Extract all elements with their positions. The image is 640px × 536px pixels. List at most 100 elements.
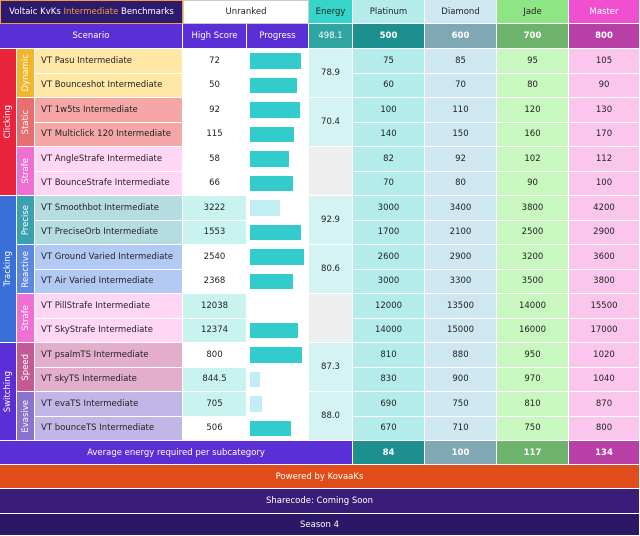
average-energy-value: 84 [353, 441, 425, 465]
threshold-master: 112 [569, 147, 640, 172]
threshold-jade: 810 [497, 392, 569, 417]
threshold-master: 17000 [569, 318, 640, 343]
progress-track [250, 371, 305, 387]
rank-label: Unranked [183, 0, 309, 24]
subcategory-label: Static [20, 109, 31, 135]
threshold-platinum: 100 [353, 98, 425, 123]
threshold-diamond: 85 [425, 49, 497, 74]
high-score: 12038 [183, 294, 247, 319]
threshold-diamond: 80 [425, 171, 497, 196]
total-energy-value: 498.1 [309, 24, 353, 49]
progress-cell [247, 343, 309, 368]
progress-track [250, 396, 305, 412]
progress-track [250, 347, 305, 363]
subcategory-label: Evasive [20, 399, 31, 433]
scenario-name[interactable]: VT Ground Varied Intermediate [35, 245, 183, 270]
threshold-jade: 95 [497, 49, 569, 74]
progress-track [250, 322, 305, 338]
progress-bar [250, 175, 293, 191]
average-energy-value: 134 [569, 441, 640, 465]
threshold-jade: 2500 [497, 220, 569, 245]
progress-bar [250, 347, 303, 363]
threshold-platinum: 82 [353, 147, 425, 172]
high-score: 72 [183, 49, 247, 74]
progress-track [250, 53, 305, 69]
subcategory-dynamic: Dynamic [17, 49, 35, 98]
threshold-diamond: 2900 [425, 245, 497, 270]
threshold-master: 2900 [569, 220, 640, 245]
subcategory-static: Static [17, 98, 35, 147]
threshold-platinum: 830 [353, 367, 425, 392]
scenario-name[interactable]: VT Bounceshot Intermediate [35, 73, 183, 98]
subcategory-label: Precise [20, 204, 31, 236]
subcategory-energy: 70.4 [309, 98, 353, 147]
scenario-name[interactable]: VT PillStrafe Intermediate [35, 294, 183, 319]
tier-threshold-0: 500 [353, 24, 425, 49]
progress-track [250, 151, 305, 167]
threshold-jade: 16000 [497, 318, 569, 343]
scenario-name[interactable]: VT Smoothbot Intermediate [35, 196, 183, 221]
subcategory-energy: 80.6 [309, 245, 353, 294]
scenario-name[interactable]: VT skyTS Intermediate [35, 367, 183, 392]
scenario-name[interactable]: VT 1w5ts Intermediate [35, 98, 183, 123]
subcategory-speed: Speed [17, 343, 35, 392]
scenario-name[interactable]: VT bounceTS Intermediate [35, 416, 183, 441]
subcategory-label: Strafe [20, 305, 31, 331]
progress-bar [250, 53, 301, 69]
progress-bar [250, 126, 294, 142]
subcategory-energy: 87.3 [309, 343, 353, 392]
threshold-jade: 120 [497, 98, 569, 123]
scenario-name[interactable]: VT BounceStrafe Intermediate [35, 171, 183, 196]
threshold-diamond: 900 [425, 367, 497, 392]
threshold-jade: 750 [497, 416, 569, 441]
subcategory-label: Dynamic [20, 54, 31, 92]
progress-cell [247, 269, 309, 294]
scenario-name[interactable]: VT PreciseOrb Intermediate [35, 220, 183, 245]
threshold-jade: 160 [497, 122, 569, 147]
threshold-master: 1020 [569, 343, 640, 368]
scenario-name[interactable]: VT Air Varied Intermediate [35, 269, 183, 294]
progress-cell [247, 147, 309, 172]
threshold-platinum: 70 [353, 171, 425, 196]
high-score: 506 [183, 416, 247, 441]
progress-column-header: Progress [247, 24, 309, 49]
progress-bar [250, 420, 292, 436]
title-suffix: Benchmarks [118, 7, 174, 17]
threshold-diamond: 70 [425, 73, 497, 98]
scenario-name[interactable]: VT AngleStrafe Intermediate [35, 147, 183, 172]
tier-header-0: Platinum [353, 0, 425, 24]
progress-cell [247, 49, 309, 74]
threshold-diamond: 3300 [425, 269, 497, 294]
high-score: 3222 [183, 196, 247, 221]
progress-bar [250, 200, 281, 216]
threshold-platinum: 3000 [353, 269, 425, 294]
subcategory-evasive: Evasive [17, 392, 35, 441]
scenario-name[interactable]: VT Multiclick 120 Intermediate [35, 122, 183, 147]
average-energy-value: 100 [425, 441, 497, 465]
scenario-name[interactable]: VT evaTS Intermediate [35, 392, 183, 417]
subcategory-energy: 92.9 [309, 196, 353, 245]
threshold-jade: 90 [497, 171, 569, 196]
high-score: 66 [183, 171, 247, 196]
progress-bar [250, 396, 263, 412]
progress-cell [247, 122, 309, 147]
subcategory-label: Speed [20, 353, 31, 381]
threshold-platinum: 140 [353, 122, 425, 147]
threshold-jade: 3800 [497, 196, 569, 221]
tier-threshold-1: 600 [425, 24, 497, 49]
progress-track [250, 126, 305, 142]
scenario-name[interactable]: VT SkyStrafe Intermediate [35, 318, 183, 343]
high-score: 115 [183, 122, 247, 147]
threshold-platinum: 690 [353, 392, 425, 417]
scenario-name[interactable]: VT psalmTS Intermediate [35, 343, 183, 368]
category-label: Tracking [3, 251, 13, 287]
progress-cell [247, 294, 309, 319]
high-score: 800 [183, 343, 247, 368]
threshold-platinum: 75 [353, 49, 425, 74]
high-score-column-header: High Score [183, 24, 247, 49]
threshold-diamond: 3400 [425, 196, 497, 221]
tier-header-1: Diamond [425, 0, 497, 24]
scenario-name[interactable]: VT Pasu Intermediate [35, 49, 183, 74]
progress-track [250, 77, 305, 93]
category-clicking: Clicking [0, 49, 17, 196]
